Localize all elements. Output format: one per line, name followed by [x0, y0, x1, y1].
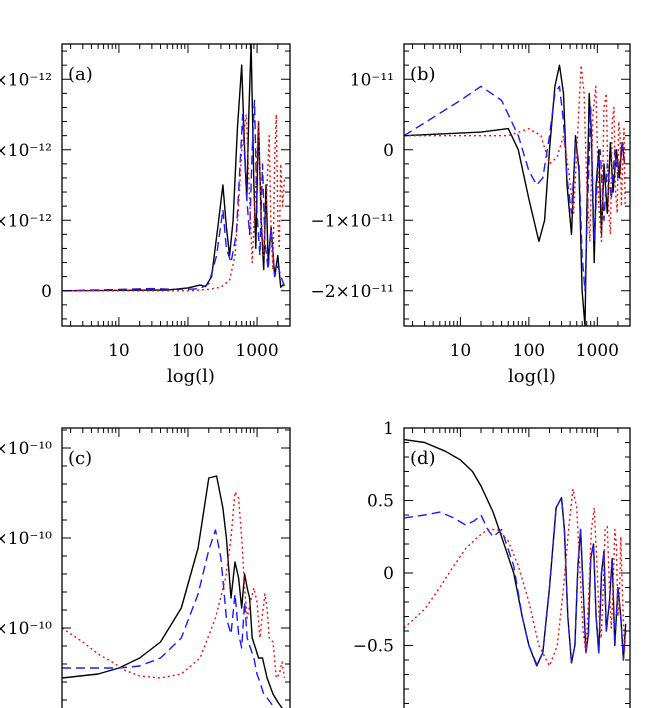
series-dashed-line: [62, 529, 277, 708]
y-tick-label: 10⁻¹¹: [350, 70, 394, 90]
x-axis-label: log(l): [167, 366, 215, 387]
x-tick-label: 1000: [576, 341, 619, 361]
plot-frame: [61, 427, 291, 708]
series-solid-line: [404, 64, 626, 326]
y-tick-label: 0: [383, 141, 394, 161]
x-tick-label: 10: [450, 341, 472, 361]
x-tick-label: 1000: [235, 341, 278, 361]
plot-frame: [403, 43, 631, 327]
y-tick-label: −1×10⁻¹¹: [310, 211, 394, 231]
series-solid-line: [62, 475, 283, 708]
series-dotted-line: [404, 64, 626, 243]
panel-label: (c): [68, 448, 92, 469]
y-tick-label: 5×10⁻¹⁰: [0, 619, 52, 639]
y-tick-label: 1×10⁻¹²: [0, 211, 52, 231]
y-tick-label: −2×10⁻¹¹: [310, 282, 394, 302]
panel-label: (d): [410, 448, 436, 469]
series-solid-line: [404, 438, 627, 667]
series-dashed-line: [404, 496, 627, 666]
y-tick-label: 1×10⁻¹⁰: [0, 529, 52, 549]
y-tick-label: 0.5: [367, 492, 394, 512]
plot-frame: [61, 43, 291, 327]
x-tick-label: 100: [172, 341, 204, 361]
y-tick-label: 0: [41, 282, 52, 302]
panel-label: (b): [410, 64, 436, 85]
y-tick-label: 1.5×10⁻¹⁰: [0, 439, 52, 459]
chart-panel-2: 10 100 1000 10⁻¹¹ 0 −1×10⁻¹¹ −2×10⁻¹¹ log(l) (b): [310, 43, 631, 387]
series-dotted-line: [62, 491, 286, 679]
chart-panel-3: 1.5×10⁻¹⁰1×10⁻¹⁰5×10⁻¹⁰0(c): [0, 427, 291, 708]
y-tick-label: 1: [383, 419, 394, 439]
x-tick-label: 10: [108, 341, 130, 361]
x-axis-label: log(l): [508, 366, 556, 387]
panel-label: (a): [68, 64, 93, 85]
x-tick-label: 100: [513, 341, 545, 361]
series-dotted-line: [62, 113, 286, 292]
y-tick-label: 2×10⁻¹²: [0, 141, 52, 161]
chart-panel-1: 10 100 1000 3×10⁻¹² 2×10⁻¹² 1×10⁻¹² 0 log(l) (a): [0, 43, 291, 387]
y-tick-label: −0.5: [353, 637, 394, 657]
y-tick-label: 3×10⁻¹²: [0, 70, 52, 90]
series-dashed-line: [62, 99, 286, 292]
series-dotted-line: [404, 488, 626, 667]
chart-panel-4: 10.50−0.5−1(d): [353, 419, 631, 708]
y-tick-label: 0: [383, 564, 394, 584]
